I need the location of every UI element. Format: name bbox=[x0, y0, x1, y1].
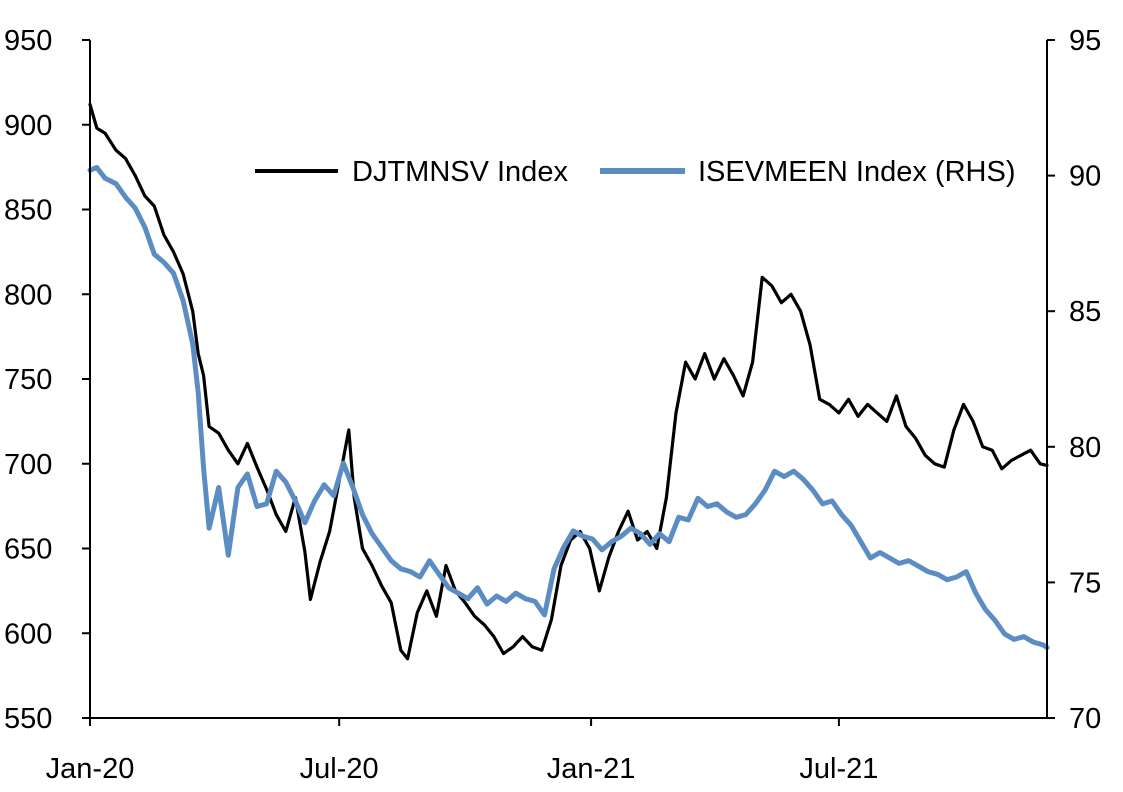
series-line-1 bbox=[88, 102, 1049, 661]
y-right-tick-label: 95 bbox=[1069, 25, 1101, 57]
series-line-2 bbox=[87, 165, 1050, 650]
y-right-tick-label: 70 bbox=[1069, 703, 1101, 735]
x-tick-label: Jan-20 bbox=[46, 753, 135, 785]
y-right-tick-label: 85 bbox=[1069, 296, 1101, 328]
x-tick-label: Jan-21 bbox=[547, 753, 636, 785]
x-tick-label: Jul-20 bbox=[300, 753, 379, 785]
legend-label-1: DJTMNSV Index bbox=[352, 156, 568, 188]
y-left-tick-label: 950 bbox=[4, 25, 52, 57]
y-left-tick-label: 550 bbox=[4, 703, 52, 735]
y-right-tick-label: 75 bbox=[1069, 567, 1101, 599]
y-right-tick-label: 80 bbox=[1069, 432, 1101, 464]
y-left-tick-label: 750 bbox=[4, 364, 52, 396]
y-left-tick-label: 850 bbox=[4, 195, 52, 227]
y-left-tick-label: 800 bbox=[4, 279, 52, 311]
y-left-tick-label: 600 bbox=[4, 618, 52, 650]
x-tick-label: Jul-21 bbox=[799, 753, 878, 785]
plot-lines bbox=[87, 102, 1050, 661]
axes: 550 600 650 700 750 800 850 900 950 70 75 80 85 90 95 J… bbox=[4, 25, 1101, 785]
legend-label-2: ISEVMEEN Index (RHS) bbox=[698, 156, 1015, 188]
y-left-tick-label: 900 bbox=[4, 110, 52, 142]
legend: DJTMNSV Index ISEVMEEN Index (RHS) bbox=[255, 156, 1015, 188]
y-right-tick-label: 90 bbox=[1069, 161, 1101, 193]
y-left-tick-label: 700 bbox=[4, 449, 52, 481]
y-left-tick-label: 650 bbox=[4, 534, 52, 566]
